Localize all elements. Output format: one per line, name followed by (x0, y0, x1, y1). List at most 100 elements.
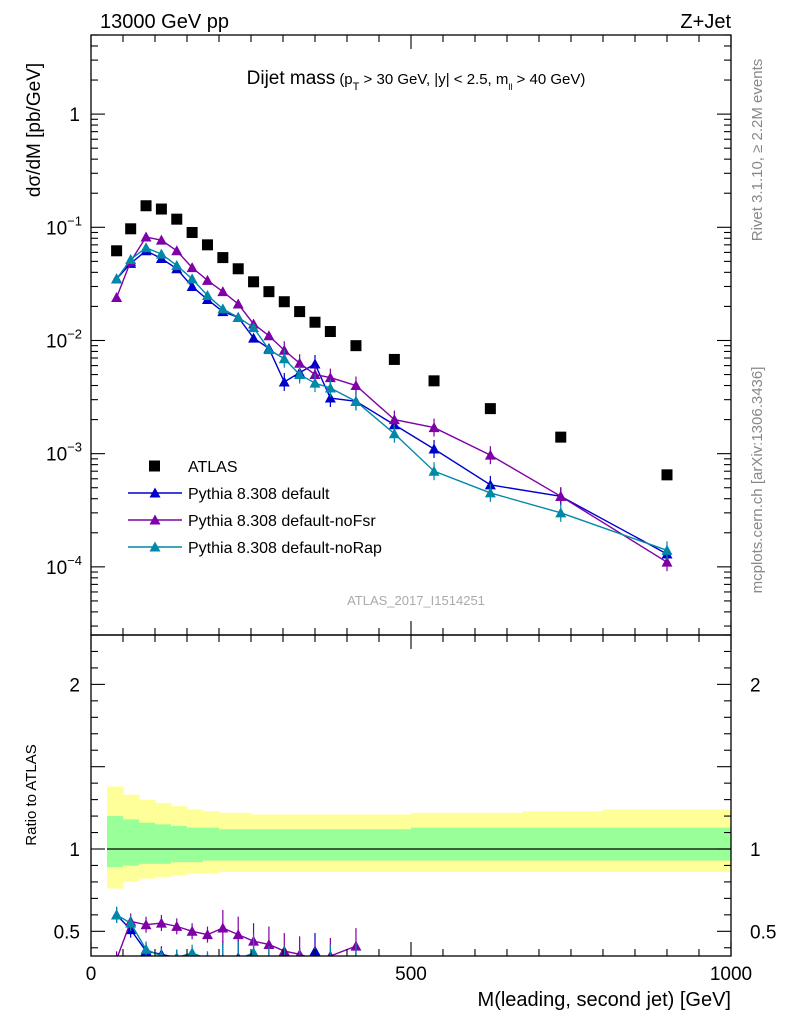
analysis-id-label: ATLAS_2017_I1514251 (347, 593, 485, 608)
point-noRap (263, 344, 275, 355)
point-noRap (232, 311, 244, 322)
series-line-default (116, 249, 668, 555)
ratio-point-noFsr (171, 920, 183, 931)
point-noRap (111, 273, 123, 284)
ratio-point-default (207, 955, 208, 956)
ratio-point-noRap (222, 955, 224, 956)
x-tick-label: 1000 (710, 964, 752, 985)
ratio-point-noFsr (155, 917, 167, 928)
x-tick-label: 0 (86, 964, 97, 985)
point-default (309, 358, 321, 369)
ratio-point-noRap (325, 957, 336, 967)
ratio-point-noRap (158, 950, 165, 956)
legend-label-noFsr: Pythia 8.308 default-noFsr (188, 513, 376, 530)
atlas-data-point (217, 252, 229, 264)
point-noRap (171, 259, 183, 270)
point-default (324, 392, 336, 403)
atlas-data-point (125, 223, 137, 235)
legend-marker-noFsr (149, 514, 161, 525)
point-noFsr (324, 372, 336, 383)
ratio-line-noFsr (117, 920, 357, 956)
point-noRap (388, 428, 400, 439)
band-inner-segment (219, 829, 236, 861)
ratio-point-noRap (187, 947, 197, 956)
band-inner-segment (235, 829, 252, 861)
rivet-version-label: Rivet 3.1.10, ≥ 2.2M events (749, 59, 766, 242)
band-inner-segment (283, 829, 300, 861)
band-inner-segment (251, 829, 268, 861)
point-noRap (278, 353, 290, 364)
point-noRap (555, 507, 567, 518)
point-noRap (140, 242, 152, 253)
ratio-point-noFsr (186, 925, 198, 936)
point-noRap (309, 377, 321, 388)
point-noFsr (217, 286, 229, 297)
ratio-point-noFsr (201, 929, 213, 940)
ratio-point-noFsr (263, 938, 275, 949)
atlas-data-point (309, 316, 321, 328)
atlas-data-point (278, 296, 290, 308)
ratio-line-noRap (116, 914, 260, 956)
atlas-data-point (428, 375, 440, 387)
point-noFsr (428, 422, 440, 433)
point-noFsr (140, 231, 152, 242)
point-noFsr (171, 245, 183, 256)
point-noFsr (263, 330, 275, 341)
point-noRap (350, 395, 362, 406)
atlas-data-point (555, 431, 567, 443)
ratio-point-noFsr (115, 953, 118, 956)
band-inner-segment (603, 827, 731, 861)
main-plot-series (111, 200, 673, 572)
header-right: Z+Jet (680, 11, 731, 33)
band-inner-segment (523, 827, 604, 861)
atlas-data-point (232, 263, 244, 275)
point-noRap (248, 322, 260, 333)
point-noFsr (661, 556, 673, 567)
ratio-point-noRap (355, 955, 357, 956)
ratio-point-default (263, 957, 274, 967)
band-inner-segment (203, 827, 220, 861)
ratio-point-default (325, 965, 336, 975)
ratio-point-noRap (236, 953, 240, 956)
point-default (428, 443, 440, 454)
band-inner-segment (347, 829, 380, 861)
atlas-data-point (201, 239, 213, 251)
ratio-plot-frame (90, 634, 732, 957)
band-inner-segment (299, 829, 316, 861)
y-tick-label: 10−4 (46, 553, 82, 579)
point-noFsr (155, 234, 167, 245)
ratio-y-tick-label: 1 (69, 840, 80, 861)
band-inner-segment (459, 827, 524, 861)
atlas-data-point (661, 469, 673, 481)
point-default (248, 332, 260, 343)
x-axis-label: M(leading, second jet) [GeV] (478, 989, 731, 1011)
point-noFsr (111, 291, 123, 302)
point-noFsr (388, 414, 400, 425)
band-inner-segment (187, 827, 204, 863)
ratio-y-tick-label-right: 2 (750, 675, 761, 696)
point-noRap (186, 273, 198, 284)
point-noFsr (232, 298, 244, 309)
band-inner-segment (107, 816, 124, 868)
legend-label-default: Pythia 8.308 default (188, 486, 330, 503)
main-y-axis-label: dσ/dM [pb/GeV] (24, 63, 45, 197)
atlas-data-point (140, 200, 152, 212)
ratio-point-default (350, 957, 361, 967)
point-noFsr (186, 262, 198, 273)
ratio-plot-series (111, 906, 362, 985)
atlas-data-point (155, 203, 167, 215)
point-noRap (294, 369, 306, 380)
band-inner-segment (139, 822, 156, 864)
atlas-data-point (294, 306, 306, 318)
ratio-point-default (253, 955, 254, 956)
ratio-y-tick-label: 2 (69, 675, 80, 696)
ratio-point-noRap (294, 962, 305, 972)
ratio-point-default (279, 975, 290, 985)
point-noRap (201, 289, 213, 300)
y-tick-label: 1 (69, 105, 80, 126)
point-noFsr (309, 369, 321, 380)
point-noFsr (350, 380, 362, 391)
point-noRap (155, 248, 167, 259)
ratio-point-noRap (279, 959, 290, 969)
